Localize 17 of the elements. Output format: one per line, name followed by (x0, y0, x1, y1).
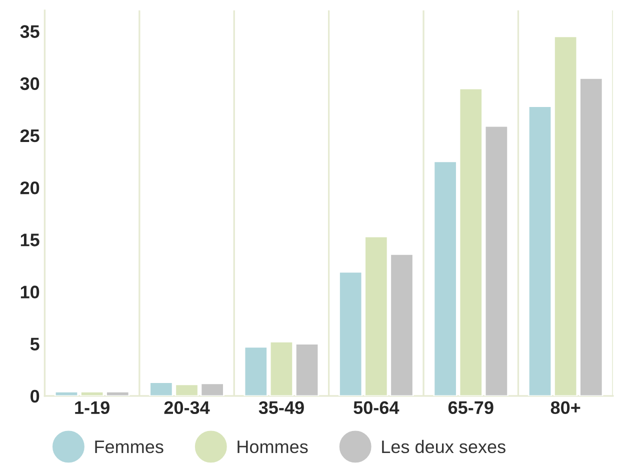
y-tick-label: 0 (30, 390, 40, 403)
y-tick-label: 5 (30, 338, 40, 351)
legend-label: Femmes (95, 440, 164, 454)
x-tick-label: 20-34 (164, 401, 210, 414)
x-tick-label: 65-79 (448, 401, 494, 414)
x-tick-label: 80+ (550, 401, 580, 414)
legend-label: Hommes (238, 440, 308, 454)
y-tick-label: 15 (20, 234, 40, 246)
y-tick-label: 35 (20, 25, 40, 38)
x-tick-label: 50-64 (354, 401, 400, 414)
x-tick-label: 35-49 (258, 401, 304, 414)
x-tick-label: 1-19 (75, 401, 110, 414)
y-tick-label: 30 (20, 77, 40, 90)
y-tick-label: 25 (20, 129, 40, 142)
y-tick-label: 20 (20, 181, 40, 194)
legend-label: Les deux sexes (382, 440, 506, 454)
y-tick-label: 10 (20, 286, 40, 298)
